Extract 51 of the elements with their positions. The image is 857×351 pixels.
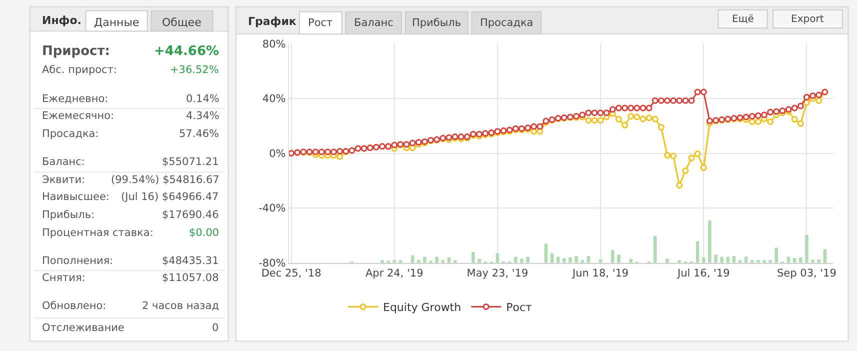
text: (99.54%) $54816.67 — [111, 174, 220, 186]
x-tick-label: May 23, '19 — [466, 267, 528, 280]
text: Эквити: — [42, 174, 86, 186]
text: $55071.21 — [162, 156, 219, 168]
text: 0.14% — [186, 93, 220, 105]
legend-label: Рост — [506, 301, 533, 314]
text: 4.34% — [186, 110, 220, 122]
text: Инфо. — [42, 14, 82, 27]
text: $48435.31 — [162, 255, 219, 267]
text: Баланс — [354, 17, 394, 29]
y-tick-label: 80% — [262, 38, 286, 50]
legend-label: Equity Growth — [383, 301, 462, 314]
text: $0.00 — [189, 227, 220, 239]
text: Ежедневно: — [42, 93, 108, 105]
text: +44.66% — [154, 44, 220, 59]
y-tick-label: 40% — [262, 93, 286, 106]
text: Export — [791, 14, 824, 25]
text: Просадка — [480, 17, 534, 29]
text: Данные — [94, 16, 140, 29]
text: Наивысшее: — [42, 191, 110, 203]
text: Процентная ставка: — [42, 227, 154, 239]
text: Пополнения: — [42, 255, 114, 267]
text: Прибыль — [412, 17, 462, 29]
x-tick-label: Jul 16, '19 — [676, 267, 730, 280]
text: Снятия: — [42, 272, 86, 284]
text: Ежемесячно: — [42, 110, 114, 122]
text: Прирост: — [42, 44, 110, 59]
text: (Jul 16) $64966.47 — [121, 191, 219, 203]
x-tick-label: Apr 24, '19 — [365, 267, 424, 280]
y-tick-label: 0% — [269, 148, 286, 160]
text: Рост — [308, 17, 333, 29]
y-tick-label: -40% — [258, 202, 286, 215]
text: 57.46% — [179, 128, 220, 140]
text: Общее — [162, 16, 202, 29]
y-tick-label: -80% — [258, 258, 286, 270]
text: Просадка: — [42, 128, 99, 140]
x-tick-label: Dec 25, '18 — [261, 267, 322, 280]
x-tick-label: Jun 18, '19 — [572, 267, 629, 280]
text: Ещё — [732, 14, 754, 25]
text: $17690.46 — [162, 209, 220, 221]
text: $11057.08 — [162, 272, 219, 284]
text: Обновлено: — [42, 300, 106, 312]
text: +36.52% — [170, 64, 219, 76]
text: 2 часов назад — [142, 300, 219, 312]
text: Баланс: — [42, 156, 85, 168]
chart-title: График — [248, 15, 297, 28]
text: Прибыль: — [42, 209, 95, 221]
text: Отслеживание — [42, 322, 124, 334]
text: Абс. прирост: — [42, 64, 117, 76]
x-tick-label: Sep 03, '19 — [777, 267, 836, 280]
text: 0 — [212, 322, 219, 334]
